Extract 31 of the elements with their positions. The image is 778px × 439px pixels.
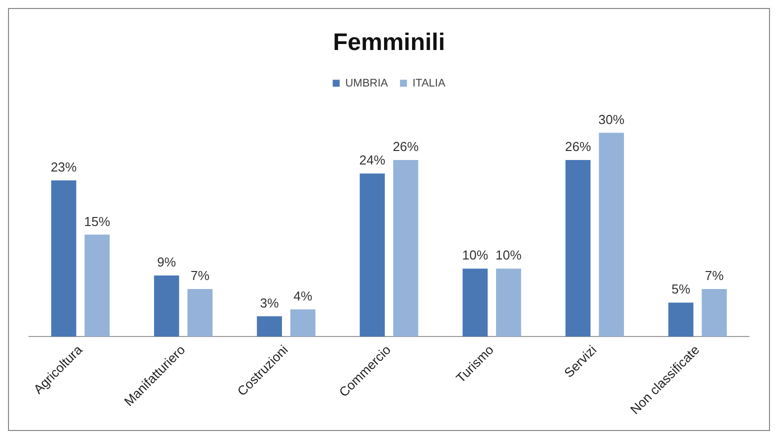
bar bbox=[51, 180, 76, 337]
data-label: 4% bbox=[293, 288, 313, 304]
bar bbox=[360, 174, 385, 337]
data-label: 7% bbox=[704, 268, 724, 284]
bar bbox=[565, 160, 591, 337]
bar bbox=[256, 316, 282, 337]
bar bbox=[668, 302, 694, 337]
data-label: 26% bbox=[564, 139, 592, 154]
bar bbox=[393, 160, 418, 337]
bar bbox=[187, 289, 213, 337]
legend-label: ITALIA bbox=[412, 77, 446, 90]
chart-title: Femminili bbox=[332, 29, 446, 56]
data-label: 3% bbox=[260, 295, 280, 310]
data-label: 24% bbox=[359, 152, 386, 168]
data-label: 5% bbox=[671, 282, 691, 297]
bar bbox=[84, 234, 110, 337]
data-label: 15% bbox=[84, 214, 111, 229]
data-label: 30% bbox=[598, 112, 625, 127]
data-label: 26% bbox=[392, 139, 420, 154]
bar bbox=[290, 309, 316, 337]
legend-label: UMBRIA bbox=[345, 77, 389, 90]
bar bbox=[598, 132, 624, 337]
bar bbox=[702, 289, 727, 337]
data-label: 9% bbox=[157, 254, 176, 270]
data-label: 10% bbox=[462, 248, 489, 263]
data-label: 23% bbox=[50, 159, 78, 174]
bar bbox=[496, 268, 522, 337]
data-label: 10% bbox=[496, 248, 522, 263]
bar bbox=[154, 275, 180, 337]
data-label: 7% bbox=[190, 268, 210, 284]
bar bbox=[462, 268, 488, 337]
